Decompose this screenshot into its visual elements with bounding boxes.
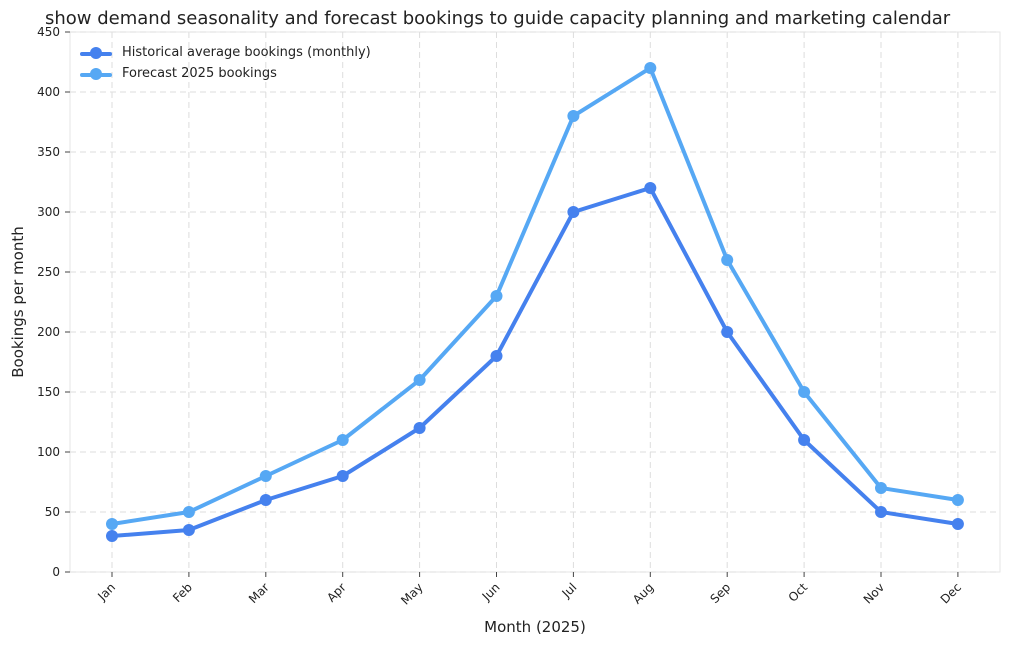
series-0-point <box>721 326 734 338</box>
y-tick-label: 50 <box>45 505 60 519</box>
series-0-point <box>798 434 811 446</box>
x-tick-label: Jan <box>94 580 118 604</box>
series-0-point <box>106 530 118 542</box>
y-tick-label: 450 <box>37 25 60 39</box>
y-tick-label: 0 <box>52 565 60 579</box>
series-1-point <box>721 254 734 266</box>
series-0-point <box>875 506 887 518</box>
x-tick-label: Oct <box>786 580 811 605</box>
y-axis-label: Bookings per month <box>9 226 27 377</box>
legend-label-historical: Historical average bookings (monthly) <box>122 45 371 60</box>
x-tick-label: Sep <box>707 580 733 606</box>
series-1-point <box>798 386 811 398</box>
x-tick-label: Mar <box>246 580 272 606</box>
x-tick-label: Jul <box>559 580 580 601</box>
legend-swatch-historical <box>78 46 114 60</box>
x-tick-label: Feb <box>170 580 195 605</box>
series-0-point <box>644 182 657 194</box>
series-0-point <box>336 470 349 482</box>
y-tick-label: 250 <box>37 265 60 279</box>
series-1-point <box>567 110 580 122</box>
x-tick-label: May <box>398 580 425 607</box>
series-1-point <box>951 494 964 506</box>
series-1-point <box>875 482 887 494</box>
series-0-point <box>567 206 580 218</box>
series-1-point <box>182 506 195 518</box>
y-tick-label: 100 <box>37 445 60 459</box>
series-1-point <box>644 62 657 74</box>
y-tick-label: 200 <box>37 325 60 339</box>
y-tick-label: 400 <box>37 85 60 99</box>
y-tick-label: 300 <box>37 205 60 219</box>
series-line-0 <box>110 186 960 538</box>
series-0-point <box>490 350 503 362</box>
series-0-point <box>259 494 272 506</box>
series-1-point <box>106 518 118 530</box>
series-0-point <box>951 518 964 530</box>
y-tick-label: 150 <box>37 385 60 399</box>
series-0-point <box>413 422 426 434</box>
series-line-1 <box>110 66 960 526</box>
legend-item-historical: Historical average bookings (monthly) <box>78 42 371 63</box>
x-tick-label: Apr <box>324 580 349 605</box>
x-tick-label: Jun <box>479 580 503 604</box>
series-1-point <box>490 290 503 302</box>
x-tick-label: Aug <box>630 580 656 606</box>
x-tick-label: Dec <box>938 580 964 606</box>
series-1-point <box>259 470 272 482</box>
series-1-point <box>336 434 349 446</box>
chart-title: show demand seasonality and forecast boo… <box>45 8 951 29</box>
y-tick-label: 350 <box>37 145 60 159</box>
series-1-point <box>413 374 426 386</box>
series-0-point <box>182 524 195 536</box>
legend-label-forecast: Forecast 2025 bookings <box>122 66 277 81</box>
legend-item-forecast: Forecast 2025 bookings <box>78 63 371 84</box>
chart-legend: Historical average bookings (monthly) Fo… <box>78 42 371 84</box>
legend-swatch-forecast <box>78 67 114 81</box>
x-axis-label: Month (2025) <box>484 618 586 636</box>
x-tick-label: Nov <box>861 580 887 606</box>
